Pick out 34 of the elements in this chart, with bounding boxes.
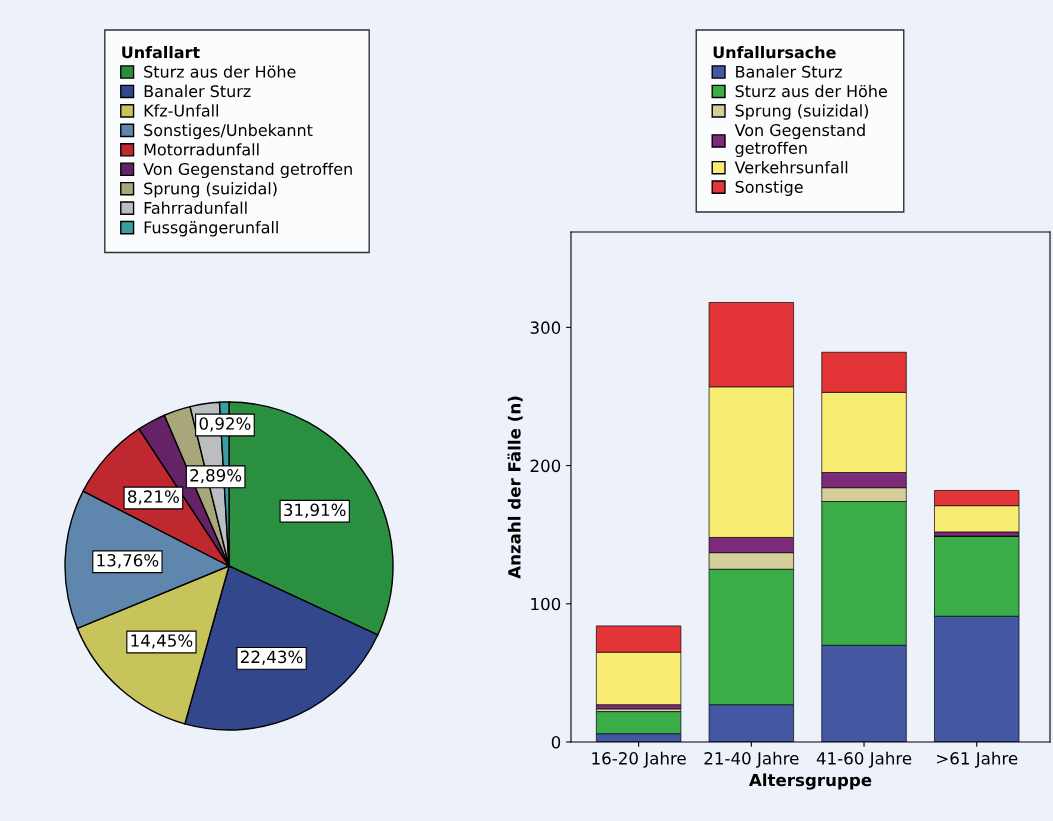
- x-tick-label: >61 Jahre: [937, 751, 1018, 768]
- x-tick-label: 16-20 Jahre: [592, 751, 686, 768]
- legend-label: Sprung (suizidal): [144, 182, 277, 198]
- legend-label: Fussgängerunfall: [144, 221, 278, 237]
- legend-label: Sturz aus der Höhe: [144, 65, 296, 78]
- legend-title: Unfallursache: [713, 45, 836, 59]
- legend-label: Banaler Sturz: [144, 84, 251, 98]
- x-axis-title: Altersgruppe: [748, 773, 872, 790]
- x-tick-label: 41-60 Jahre: [816, 751, 912, 768]
- data-label: 31,91%: [284, 503, 346, 518]
- y-tick-label: 100: [531, 597, 561, 611]
- data-label: 0,92%: [199, 417, 251, 432]
- legend-label: Sonstiges/Unbekannt: [144, 123, 313, 140]
- data-label: 14,45%: [131, 634, 193, 649]
- legend-label: Kfz-Unfall: [144, 104, 218, 117]
- legend-label: Von Gegenstand getroffen: [143, 162, 352, 179]
- y-tick-label: 200: [530, 459, 561, 473]
- x-tick-label: 21-40 Jahre: [704, 751, 799, 768]
- legend-label: Banaler Sturz: [736, 65, 842, 78]
- data-label: 2,89%: [190, 469, 242, 484]
- y-tick-label: 0: [551, 735, 561, 749]
- legend-label: Fahrradunfall: [144, 201, 247, 214]
- legend-label: Sonstige: [735, 180, 803, 197]
- y-axis-title: Anzahl der Fälle (n): [507, 396, 523, 579]
- legend-label: Verkehrsunfall: [734, 161, 848, 174]
- legend-label: Motorradunfall: [144, 143, 259, 156]
- legend-title: Unfallart: [122, 45, 200, 59]
- data-label: 22,43%: [241, 650, 303, 665]
- data-label: 13,76%: [97, 553, 159, 569]
- legend-label: Sprung (suizidal): [735, 104, 869, 120]
- y-tick-label: 300: [530, 321, 561, 334]
- legend-label: Von Gegenstand getroffen: [734, 123, 865, 158]
- data-label: 8,21%: [128, 490, 179, 505]
- legend-label: Sturz aus der Höhe: [735, 84, 887, 98]
